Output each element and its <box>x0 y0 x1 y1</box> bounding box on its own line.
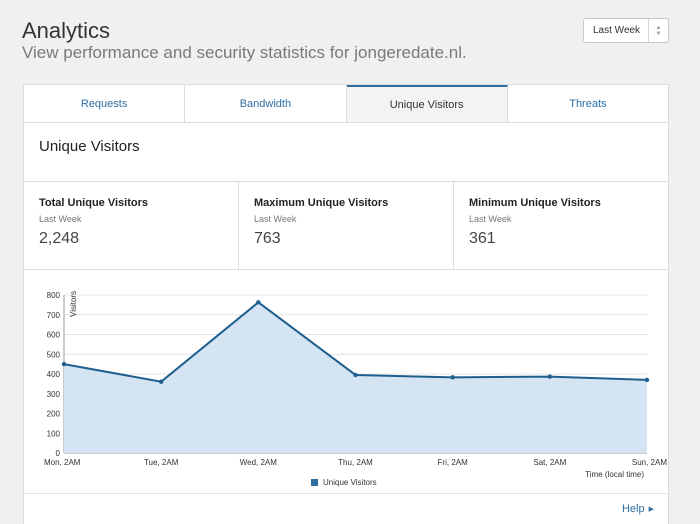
stat-minimum: Minimum Unique Visitors Last Week 361 <box>454 182 668 269</box>
y-tick-label: 700 <box>47 311 61 320</box>
y-tick-label: 100 <box>47 429 61 438</box>
period-select[interactable]: Last Week ▲ ▼ <box>583 18 669 43</box>
stats-row: Total Unique Visitors Last Week 2,248 Ma… <box>24 182 668 270</box>
data-point <box>158 379 164 384</box>
x-tick-label: Thu, 2AM <box>338 458 373 467</box>
data-point <box>353 372 358 378</box>
data-point <box>256 300 261 305</box>
x-tick-label: Mon, 2AM <box>44 458 81 467</box>
y-tick-label: 200 <box>47 410 61 419</box>
tab-threats[interactable]: Threats <box>507 85 668 123</box>
period-select-value: Last Week <box>593 25 641 36</box>
x-tick-label: Sat, 2AM <box>533 458 566 467</box>
legend-swatch <box>311 479 318 486</box>
stat-minimum-label: Minimum Unique Visitors <box>469 197 601 209</box>
series-line <box>63 301 648 383</box>
data-point <box>450 375 455 380</box>
tab-bandwidth[interactable]: Bandwidth <box>185 85 347 123</box>
x-tick-label: Sun, 2AM <box>632 458 667 467</box>
page-subtitle: View performance and security statistics… <box>22 43 467 62</box>
help-link[interactable]: Help ▶ <box>622 503 654 515</box>
y-tick-label: 300 <box>47 390 61 399</box>
y-tick-label: 600 <box>47 331 61 340</box>
stat-minimum-period: Last Week <box>469 214 512 224</box>
y-tick-label: 0 <box>56 449 61 458</box>
stat-total-period: Last Week <box>39 214 82 224</box>
series-area <box>64 302 647 453</box>
stat-total-value: 2,248 <box>39 230 80 247</box>
y-tick-label: 400 <box>47 370 61 379</box>
stat-maximum-label: Maximum Unique Visitors <box>254 197 389 209</box>
x-tick-label: Wed, 2AM <box>240 458 278 467</box>
footer-divider <box>24 493 668 494</box>
tab-requests[interactable]: Requests <box>24 85 186 123</box>
stat-maximum-period: Last Week <box>254 214 297 224</box>
data-point <box>644 377 650 383</box>
stat-minimum-value: 361 <box>469 230 496 247</box>
select-arrows-icon: ▲ ▼ <box>648 19 668 42</box>
y-tick-label: 500 <box>47 350 61 359</box>
chart-svg: 0 100 200 300 400 500 600 700 800 Visitors Mon, 2A… <box>44 291 667 479</box>
x-axis-title: Time (local time) <box>585 470 644 479</box>
y-axis-title: Visitors <box>69 291 78 317</box>
legend-label: Unique Visitors <box>323 478 377 487</box>
x-tick-label: Tue, 2AM <box>144 458 179 467</box>
stat-total: Total Unique Visitors Last Week 2,248 <box>24 182 239 269</box>
y-tick-label: 800 <box>47 291 61 300</box>
x-tick-label: Fri, 2AM <box>438 458 469 467</box>
page-title: Analytics <box>22 18 111 43</box>
stat-maximum-value: 763 <box>254 230 281 247</box>
data-point <box>547 374 553 379</box>
chart-legend[interactable]: Unique Visitors <box>311 478 377 487</box>
tab-bar: Requests Bandwidth Unique Visitors Threa… <box>24 85 668 123</box>
stat-maximum: Maximum Unique Visitors Last Week 763 <box>239 182 454 269</box>
stat-total-label: Total Unique Visitors <box>39 197 148 209</box>
chevron-right-icon: ▶ <box>648 506 654 513</box>
data-point <box>61 361 67 367</box>
visitors-chart: 0 100 200 300 400 500 600 700 800 Visitors Mon, 2A… <box>24 271 668 493</box>
analytics-panel: Requests Bandwidth Unique Visitors Threa… <box>23 84 669 524</box>
help-label: Help <box>621 503 645 515</box>
section-title: Unique Visitors <box>24 123 668 182</box>
tab-unique-visitors[interactable]: Unique Visitors <box>346 85 508 123</box>
